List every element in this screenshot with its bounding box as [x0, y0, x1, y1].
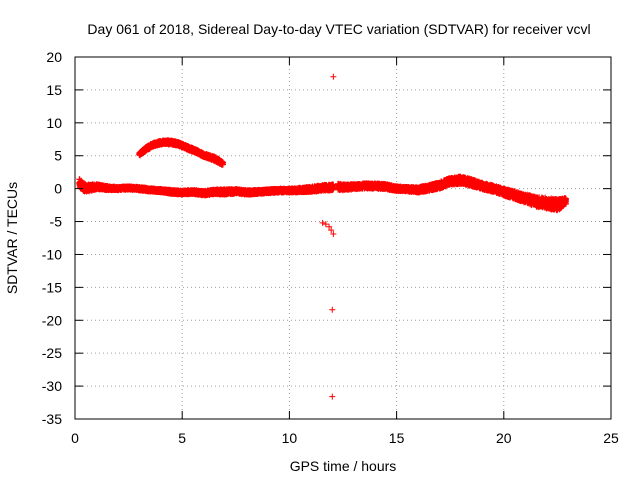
- grid: [75, 57, 611, 419]
- chart-title: Day 061 of 2018, Sidereal Day-to-day VTE…: [87, 21, 590, 37]
- data-points: [76, 73, 569, 400]
